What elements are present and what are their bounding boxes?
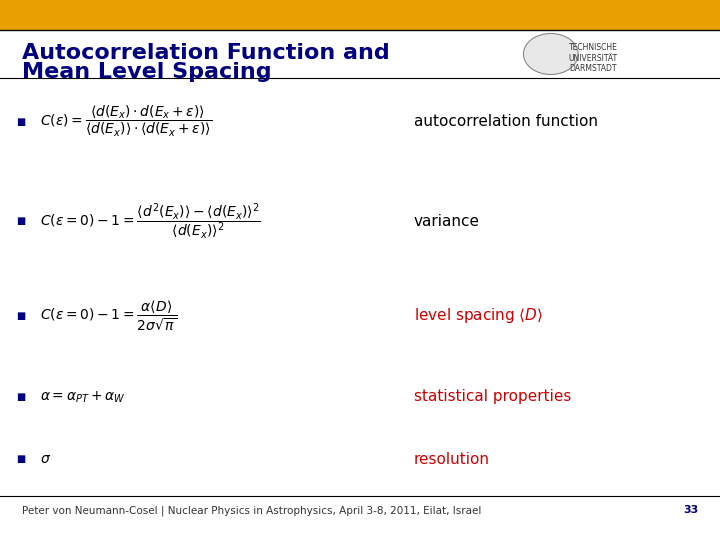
Text: TECHNISCHE
UNIVERSITÄT
DARMSTADT: TECHNISCHE UNIVERSITÄT DARMSTADT bbox=[569, 43, 618, 73]
Text: statistical properties: statistical properties bbox=[414, 389, 572, 404]
Text: Mean Level Spacing: Mean Level Spacing bbox=[22, 62, 271, 82]
Text: 33: 33 bbox=[683, 505, 698, 515]
Text: ■: ■ bbox=[16, 392, 25, 402]
Text: ■: ■ bbox=[16, 117, 25, 126]
Text: resolution: resolution bbox=[414, 451, 490, 467]
Circle shape bbox=[523, 33, 578, 75]
Text: ■: ■ bbox=[16, 217, 25, 226]
Text: level spacing $\langle D\rangle$: level spacing $\langle D\rangle$ bbox=[414, 306, 543, 326]
Text: $C(\varepsilon=0)-1=\dfrac{\langle d^2(E_x)\rangle-\langle d(E_x)\rangle^2}{\lan: $C(\varepsilon=0)-1=\dfrac{\langle d^2(E… bbox=[40, 201, 261, 241]
Bar bbox=[0, 0, 720, 30]
Text: $C(\varepsilon)=\dfrac{\langle d(E_x)\cdot d(E_x+\varepsilon)\rangle}{\langle d(: $C(\varepsilon)=\dfrac{\langle d(E_x)\cd… bbox=[40, 104, 212, 139]
Text: variance: variance bbox=[414, 214, 480, 229]
Text: $C(\varepsilon=0)-1=\dfrac{\alpha\langle D\rangle}{2\sigma\sqrt{\pi}}$: $C(\varepsilon=0)-1=\dfrac{\alpha\langle… bbox=[40, 299, 176, 333]
Text: autocorrelation function: autocorrelation function bbox=[414, 114, 598, 129]
Text: $\alpha=\alpha_{PT}+\alpha_W$: $\alpha=\alpha_{PT}+\alpha_W$ bbox=[40, 389, 125, 404]
Text: ■: ■ bbox=[16, 454, 25, 464]
Text: Peter von Neumann-Cosel | Nuclear Physics in Astrophysics, April 3-8, 2011, Eila: Peter von Neumann-Cosel | Nuclear Physic… bbox=[22, 505, 481, 516]
Text: Autocorrelation Function and: Autocorrelation Function and bbox=[22, 43, 390, 63]
Text: ■: ■ bbox=[16, 311, 25, 321]
Text: $\sigma$: $\sigma$ bbox=[40, 452, 50, 466]
